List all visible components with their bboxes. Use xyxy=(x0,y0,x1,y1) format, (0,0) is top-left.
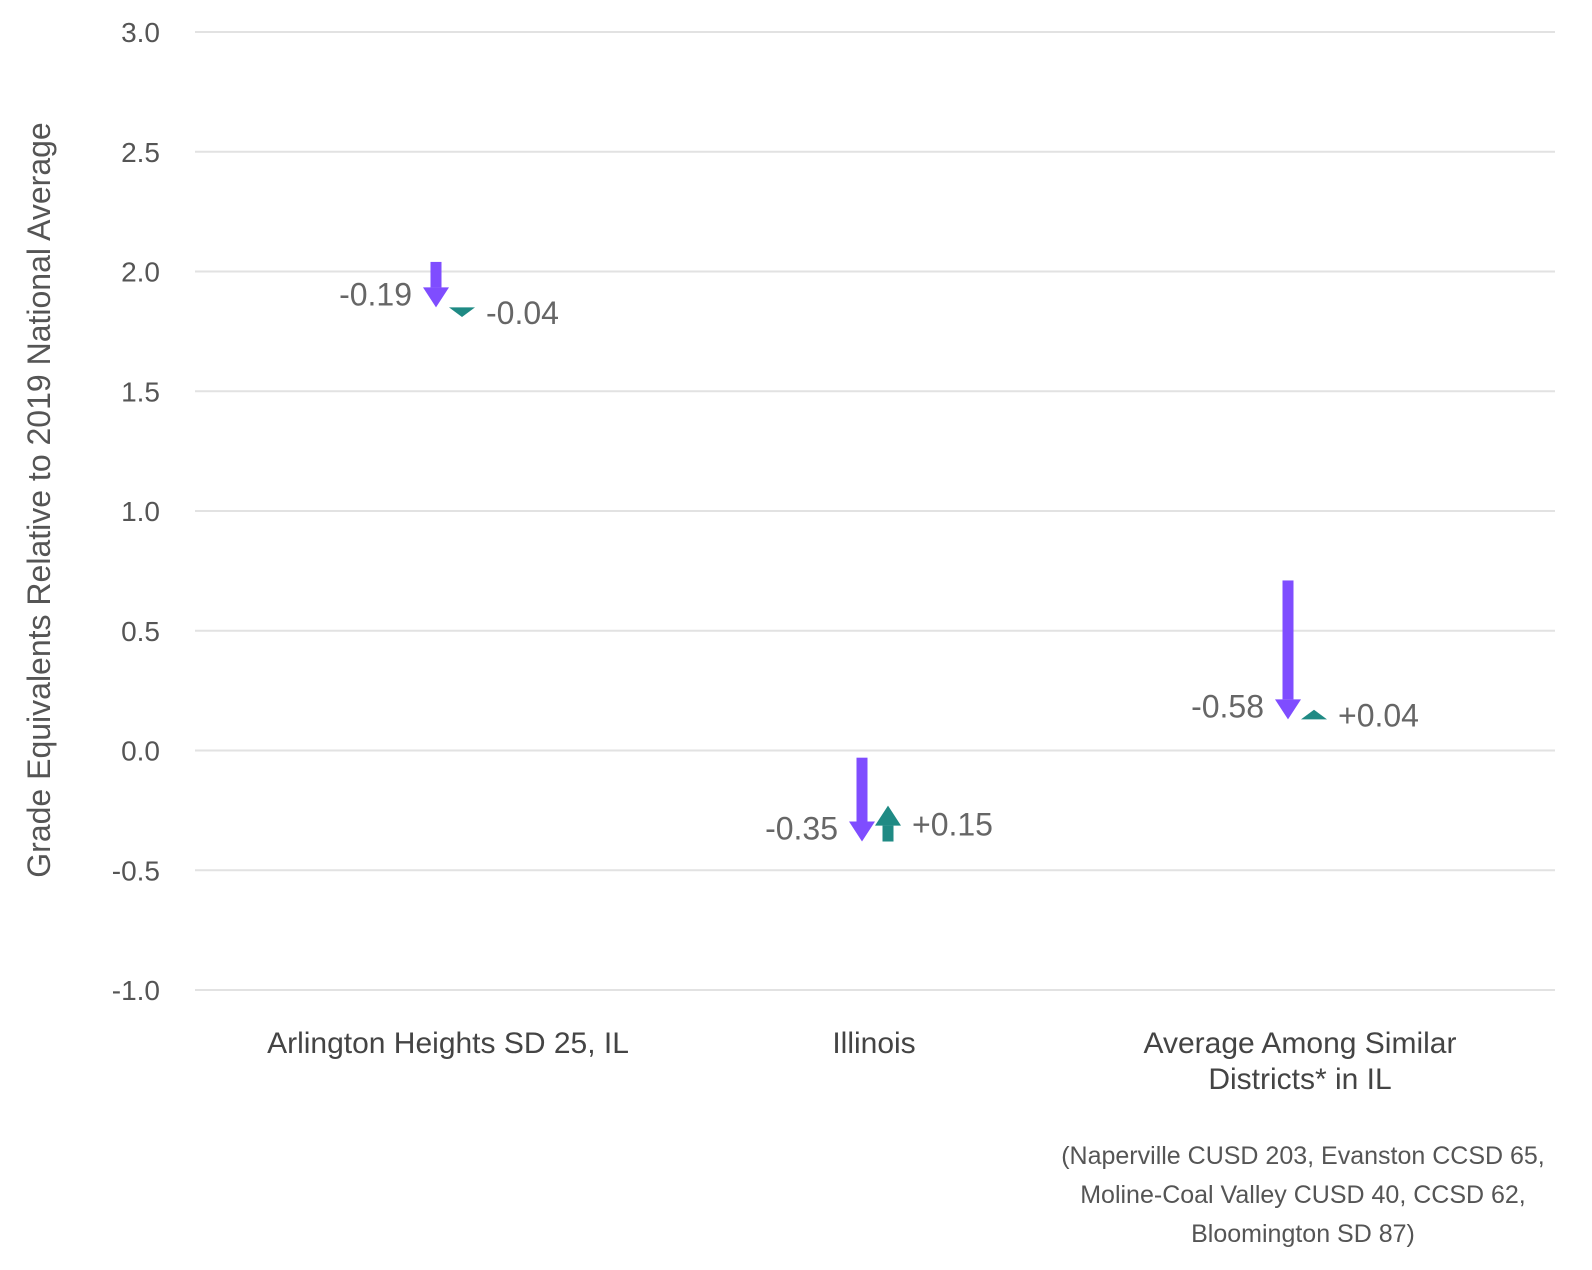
x-category-label: Average Among Similar xyxy=(1144,1027,1457,1060)
change-arrows: -0.19 -0.35 -0.58 -0.04 +0.15 +0.04 xyxy=(339,261,1419,847)
x-axis-categories: Arlington Heights SD 25, IL Illinois Avera… xyxy=(267,1027,1456,1096)
x-category-label: Districts* in IL xyxy=(1208,1063,1391,1096)
change-value-label: -0.35 xyxy=(765,811,838,847)
change-arrow xyxy=(875,805,901,842)
footnote-line: (Naperville CUSD 203, Evanston CCSD 65, xyxy=(1061,1142,1545,1170)
x-category-label: Arlington Heights SD 25, IL xyxy=(267,1027,629,1060)
y-tick-label: 0.5 xyxy=(121,616,160,647)
change-value-label: -0.58 xyxy=(1191,688,1264,724)
change-arrow xyxy=(849,757,875,842)
change-value-label: +0.04 xyxy=(1338,698,1419,734)
y-tick-label: 3.0 xyxy=(121,17,160,48)
change-value-label: +0.15 xyxy=(912,807,993,843)
y-tick-label: 1.0 xyxy=(121,496,160,527)
change-arrow xyxy=(1301,709,1327,720)
footnote-line: Moline-Coal Valley CUSD 40, CCSD 62, xyxy=(1080,1181,1526,1209)
y-tick-label: 0.0 xyxy=(121,736,160,767)
y-tick-label: 2.5 xyxy=(121,137,160,168)
x-category-label: Illinois xyxy=(832,1027,915,1060)
y-tick-label: -0.5 xyxy=(112,855,160,886)
change-arrow xyxy=(449,307,475,318)
y-tick-label: 2.0 xyxy=(121,257,160,288)
change-value-label: -0.19 xyxy=(339,276,412,312)
y-axis-label: Grade Equivalents Relative to 2019 Natio… xyxy=(21,122,57,877)
gridlines xyxy=(195,31,1555,991)
footnote-line: Bloomington SD 87) xyxy=(1191,1220,1415,1248)
y-axis-ticks: 3.0 2.5 2.0 1.5 1.0 0.5 0.0 -0.5 -1.0 xyxy=(112,17,160,1006)
change-arrow xyxy=(423,261,449,308)
y-tick-label: 1.5 xyxy=(121,376,160,407)
footnote: (Naperville CUSD 203, Evanston CCSD 65, M… xyxy=(1061,1142,1545,1248)
change-value-label: -0.04 xyxy=(486,295,559,331)
change-arrow xyxy=(1275,580,1301,720)
y-tick-label: -1.0 xyxy=(112,975,160,1006)
